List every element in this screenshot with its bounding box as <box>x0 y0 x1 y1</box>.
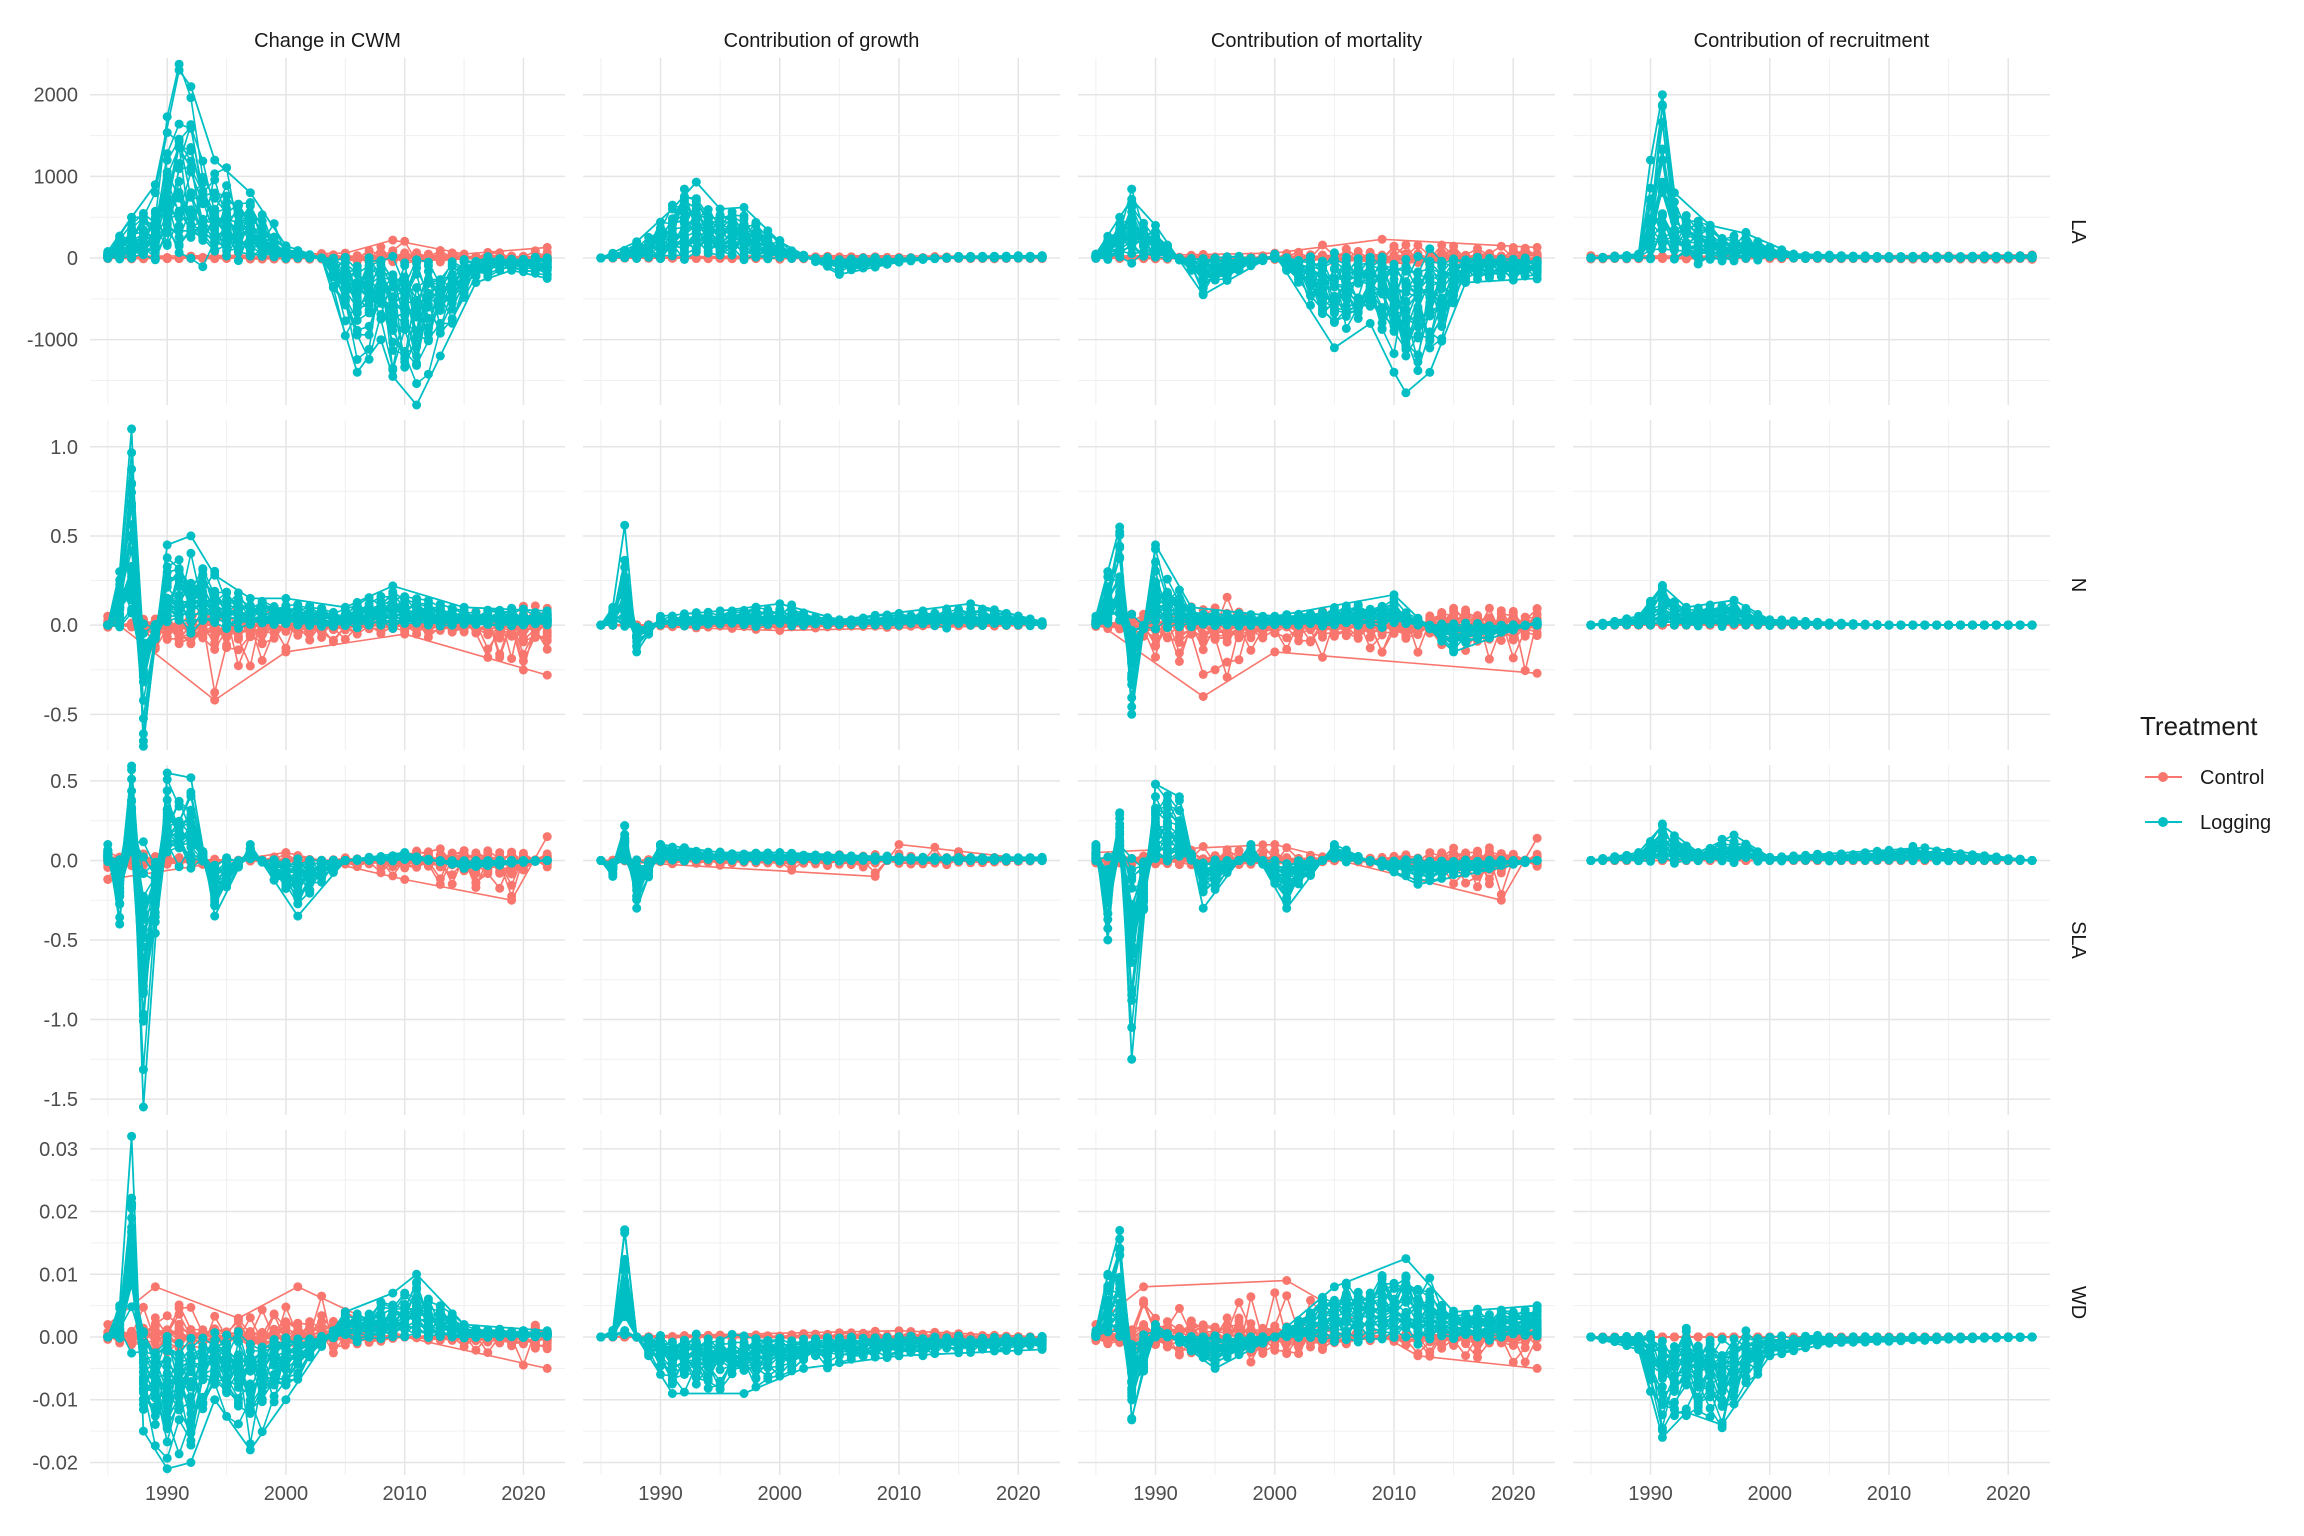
data-point-logging <box>341 253 350 262</box>
data-point-logging <box>139 212 148 221</box>
facet-panels <box>90 58 2050 1475</box>
data-point-logging <box>186 122 195 131</box>
data-point-control <box>543 243 552 252</box>
data-point-control <box>400 248 409 257</box>
data-point-logging <box>234 256 243 265</box>
data-point-logging <box>198 262 207 271</box>
data-point-logging <box>186 254 195 263</box>
data-point-logging <box>424 258 433 267</box>
series-line-control <box>108 240 547 256</box>
data-point-logging <box>163 156 172 165</box>
faceted-line-chart: Change in CWM Contribution of growth Contr… <box>0 0 2304 1536</box>
data-point-logging <box>175 120 184 129</box>
data-point-logging <box>151 253 160 262</box>
data-point-control <box>388 236 397 245</box>
panel-la-change-in-cwm <box>90 58 565 410</box>
data-point-control <box>163 254 172 263</box>
series-line-logging <box>108 146 547 353</box>
data-point-logging <box>246 202 255 211</box>
data-point-logging <box>412 255 421 264</box>
data-point-control <box>353 253 362 262</box>
data-point-logging <box>400 258 409 267</box>
data-point-logging <box>388 252 397 261</box>
series-line-logging <box>108 124 547 331</box>
data-point-control <box>436 253 445 262</box>
data-point-logging <box>210 169 219 178</box>
data-point-logging <box>412 361 421 370</box>
data-point-logging <box>424 267 433 276</box>
data-point-logging <box>175 248 184 257</box>
data-point-logging <box>412 379 421 388</box>
data-point-logging <box>198 157 207 166</box>
